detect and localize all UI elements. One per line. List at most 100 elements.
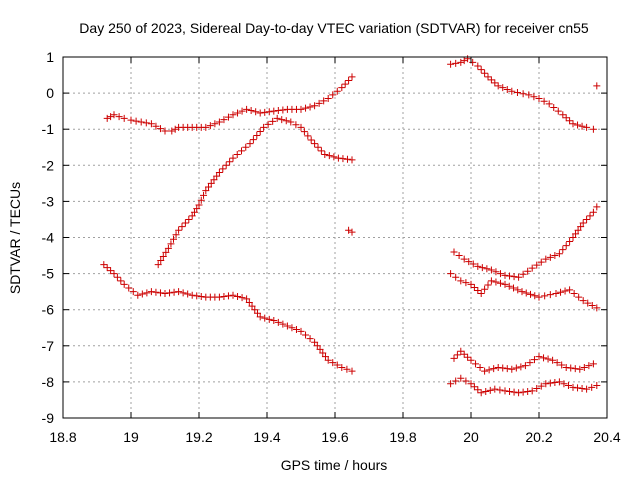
arc-e-point	[506, 388, 514, 396]
arc-e-point	[486, 386, 494, 394]
arc-a-point	[107, 113, 115, 121]
arc-c-point	[156, 289, 164, 297]
arc-b-point	[181, 219, 189, 227]
arc-b-point	[317, 147, 325, 155]
arc-b-point	[474, 262, 482, 270]
y-tick-label: -6	[42, 302, 55, 318]
arc-d-point	[453, 351, 461, 359]
arc-b-point	[253, 132, 261, 140]
arc-e-point	[583, 385, 591, 393]
arc-c-point	[467, 280, 475, 288]
x-tick-label: 19	[123, 429, 139, 445]
x-tick-label: 20	[463, 429, 479, 445]
arc-b-point	[559, 246, 567, 254]
arc-b-point	[574, 226, 582, 234]
arc-b-point	[334, 154, 342, 162]
arc-a-point	[574, 121, 582, 129]
arc-a-point	[530, 93, 538, 101]
arc-c-point	[557, 288, 565, 296]
arc-e-point	[588, 383, 596, 391]
arc-b-point	[487, 266, 495, 274]
arc-a-point	[559, 111, 567, 119]
arc-e-point	[555, 378, 563, 386]
arc-a-point	[508, 87, 516, 95]
arc-b-point	[537, 258, 545, 266]
arc-a-point	[315, 99, 323, 107]
arc-b-point	[496, 270, 504, 278]
arc-d-point	[508, 365, 516, 373]
arc-d-point	[450, 354, 458, 362]
arc-b-point	[167, 240, 175, 248]
arc-c-point	[477, 289, 485, 297]
arc-c-point	[229, 291, 237, 299]
arc-b-point	[314, 143, 322, 151]
arc-b-point	[222, 161, 230, 169]
arc-d-point	[485, 366, 493, 374]
arc-b-point	[202, 187, 210, 195]
arc-c-point	[343, 365, 351, 373]
arc-c-point	[110, 270, 118, 278]
arc-b-point	[593, 82, 601, 90]
arc-e-point	[519, 388, 527, 396]
arc-a-point	[578, 122, 586, 130]
arc-c-point	[103, 264, 111, 272]
arc-b-point	[577, 223, 585, 231]
arc-a-point	[566, 117, 574, 125]
arc-d-point	[472, 360, 480, 368]
y-tick-label: -8	[42, 374, 55, 390]
arc-a-point	[103, 114, 111, 122]
arc-b-point	[562, 242, 570, 250]
arc-a-point	[487, 76, 495, 84]
arc-b-point	[555, 250, 563, 258]
arc-a-point	[224, 113, 232, 121]
arc-a-point	[452, 59, 460, 67]
arc-b-point	[450, 248, 458, 256]
arc-a-point	[477, 66, 485, 74]
arc-c-point	[579, 297, 587, 305]
arc-a-point	[481, 69, 489, 77]
arc-c-point	[316, 345, 324, 353]
arc-c-point	[256, 313, 264, 321]
arc-a-point	[302, 104, 310, 112]
x-tick-labels: 18.8 19 19.2 19.4 19.6 19.8 20 20.2 20.4	[49, 429, 620, 445]
arc-e-point	[510, 388, 518, 396]
arc-c-point	[248, 302, 256, 310]
arc-a-point	[589, 125, 597, 133]
arc-a-point	[348, 73, 356, 81]
arc-c-point	[261, 314, 269, 322]
arc-c-point	[288, 324, 296, 332]
arc-b-point	[510, 273, 518, 281]
arc-c-point	[584, 299, 592, 307]
arc-a-point	[202, 123, 210, 131]
arc-b-point	[256, 127, 264, 135]
arc-b-point	[282, 117, 290, 125]
arc-c-point	[311, 338, 319, 346]
arc-a-point	[147, 120, 155, 128]
x-tick-label: 19.4	[253, 429, 280, 445]
arc-e-point	[462, 377, 470, 385]
arc-b-point	[348, 228, 356, 236]
arc-c-point	[348, 367, 356, 375]
arc-a-point	[333, 87, 341, 95]
arc-e-point	[496, 386, 504, 394]
arc-c-point	[566, 286, 574, 294]
arc-c-point	[113, 273, 121, 281]
arc-c-point	[505, 282, 513, 290]
arc-b-point	[593, 203, 601, 211]
y-tick-label: 1	[46, 49, 54, 65]
y-tick-label: -7	[42, 338, 55, 354]
arc-d-point	[553, 359, 561, 367]
arc-d-point	[526, 359, 534, 367]
arc-b-point	[325, 152, 333, 160]
arc-b-point	[546, 253, 554, 261]
arc-d-point	[571, 365, 579, 373]
arc-b-point	[213, 172, 221, 180]
arc-d-point	[503, 365, 511, 373]
arc-e-point	[542, 380, 550, 388]
arc-c-point	[487, 277, 495, 285]
arc-a-point	[341, 80, 349, 88]
arc-b-point	[233, 150, 241, 158]
y-tick-label: -1	[42, 121, 55, 137]
arc-c-point	[251, 306, 259, 314]
arc-c-point	[234, 292, 242, 300]
